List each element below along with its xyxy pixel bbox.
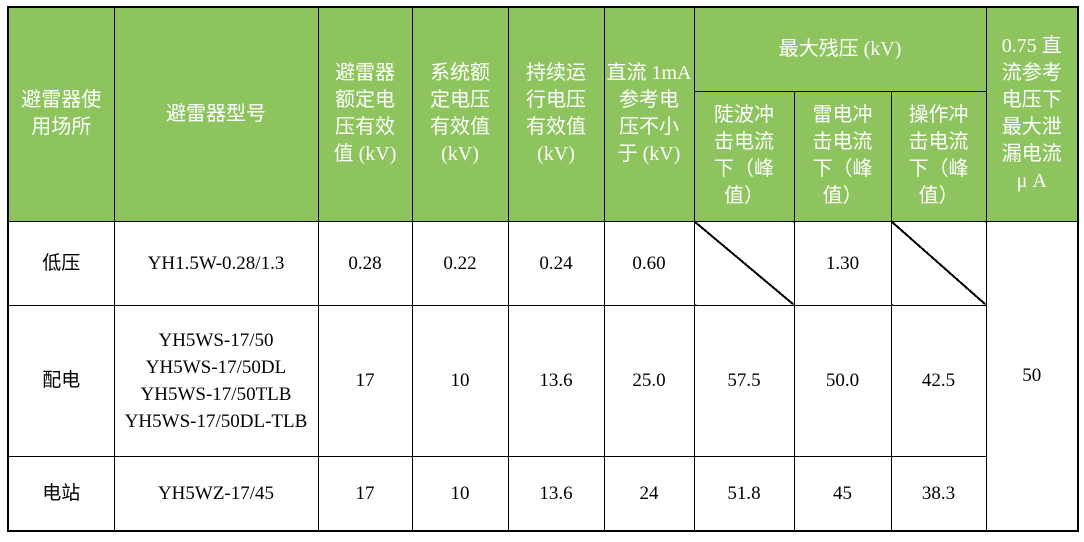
- cell-place: 低压: [7, 220, 115, 306]
- header-cell-continuous-voltage: 持续运 行电压 有效值 (kV): [507, 6, 605, 222]
- cell-lightning: 45: [793, 455, 892, 532]
- cell-continuous: 13.6: [507, 455, 605, 532]
- cell-dc-1ma: 24: [603, 455, 695, 532]
- table-row-low-voltage: 低压 YH1.5W-0.28/1.3 0.28 0.22 0.24 0.60 1…: [7, 220, 1079, 532]
- cell-model: YH1.5W-0.28/1.3: [113, 220, 319, 306]
- cell-steep-diagonal-slash: [693, 220, 795, 306]
- cell-place: 配电: [7, 304, 115, 457]
- arrester-spec-table: 避雷器使 用场所 避雷器型号 避雷器 额定电 压有效 值 (kV) 系统额 定电…: [7, 6, 1079, 532]
- cell-continuous: 0.24: [507, 220, 605, 306]
- header-cell-location: 避雷器使 用场所: [7, 6, 115, 222]
- header-cell-leakage-current: 0.75 直 流参考 电压下 最大泄 漏电流 μ A: [985, 6, 1079, 222]
- cell-system: 10: [411, 455, 509, 532]
- header-cell-switching: 操作冲 击电流 下（峰 值）: [890, 90, 987, 222]
- header-row-top: 避雷器使 用场所 避雷器型号 避雷器 额定电 压有效 值 (kV) 系统额 定电…: [7, 6, 1079, 222]
- cell-steep: 51.8: [693, 455, 795, 532]
- header-cell-max-residual: 最大残压 (kV): [693, 6, 987, 92]
- header-cell-steep-wave: 陡波冲 击电流 下（峰 值）: [693, 90, 795, 222]
- cell-switching: 42.5: [890, 304, 987, 457]
- header-cell-lightning: 雷电冲 击电流 下（峰 值）: [793, 90, 892, 222]
- cell-steep: 57.5: [693, 304, 795, 457]
- table-row-station: 电站 YH5WZ-17/45 17 10 13.6 24 51.8 45 38.…: [7, 455, 1078, 532]
- cell-place: 电站: [7, 455, 115, 532]
- cell-model: YH5WZ-17/45: [113, 455, 319, 532]
- header-cell-rated-voltage: 避雷器 额定电 压有效 值 (kV): [317, 6, 413, 222]
- cell-lightning: 50.0: [793, 304, 892, 457]
- header-cell-model: 避雷器型号: [113, 6, 319, 222]
- cell-system: 0.22: [411, 220, 509, 306]
- cell-lightning: 1.30: [793, 220, 892, 306]
- cell-rated: 17: [317, 304, 413, 457]
- header-cell-system-voltage: 系统额 定电压 有效值 (kV): [411, 6, 509, 222]
- cell-switching-diagonal-slash: [890, 220, 987, 306]
- cell-leakage: 50: [985, 220, 1079, 532]
- cell-dc-1ma: 25.0: [603, 304, 695, 457]
- cell-rated: 0.28: [317, 220, 413, 306]
- cell-rated: 17: [317, 455, 413, 532]
- table-body: 低压 YH1.5W-0.28/1.3 0.28 0.22 0.24 0.60 1…: [7, 220, 1079, 532]
- header-cell-dc-1ma-voltage: 直流 1mA 参考电 压不小 于 (kV): [603, 6, 695, 222]
- cell-continuous: 13.6: [507, 304, 605, 457]
- header-row-sub: 陡波冲 击电流 下（峰 值） 雷电冲 击电流 下（峰 值） 操作冲 击电流 下（…: [8, 90, 1078, 222]
- cell-switching: 38.3: [890, 455, 987, 532]
- cell-model: YH5WS-17/50 YH5WS-17/50DL YH5WS-17/50TLB…: [113, 304, 319, 457]
- table-row-distribution: 配电 YH5WS-17/50 YH5WS-17/50DL YH5WS-17/50…: [7, 304, 1078, 457]
- cell-system: 10: [411, 304, 509, 457]
- cell-dc-1ma: 0.60: [603, 220, 695, 306]
- table-header: 避雷器使 用场所 避雷器型号 避雷器 额定电 压有效 值 (kV) 系统额 定电…: [7, 6, 1079, 222]
